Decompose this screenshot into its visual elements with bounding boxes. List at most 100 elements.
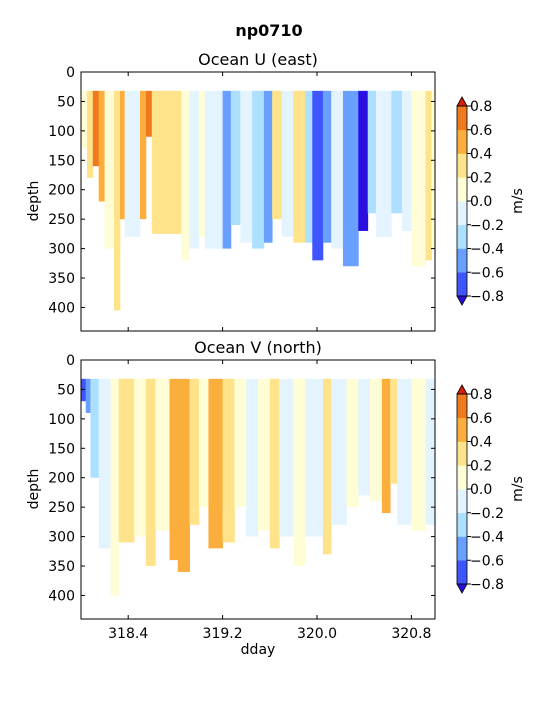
plot-area: 0 50 100 150 200 250 300 350 400 318.4 319.2 320.0 3… bbox=[48, 353, 436, 642]
y-tick-label: 50 bbox=[57, 94, 75, 110]
colorbar-tick-label: 0.4 bbox=[470, 435, 492, 451]
data-column bbox=[305, 90, 313, 243]
data-column bbox=[381, 378, 391, 514]
colorbar-tick-label: −0.2 bbox=[470, 218, 504, 234]
data-column bbox=[269, 378, 280, 549]
data-column bbox=[376, 90, 392, 237]
colorbar-tick-label: 0.6 bbox=[470, 411, 492, 427]
x-tick-label: 319.2 bbox=[203, 626, 243, 642]
data-column bbox=[411, 90, 426, 267]
y-tick-label: 300 bbox=[48, 530, 75, 546]
data-column bbox=[293, 378, 306, 567]
colorbar-tick-label: −0.2 bbox=[470, 506, 504, 522]
data-column bbox=[134, 378, 147, 537]
y-tick-label: 150 bbox=[48, 153, 75, 169]
data-column bbox=[431, 90, 436, 249]
colorbar-tick-label: 0.2 bbox=[470, 170, 492, 186]
colorbar-tick-label: 0.4 bbox=[470, 147, 492, 163]
y-axis-label: depth bbox=[26, 181, 42, 222]
data-column bbox=[222, 90, 232, 249]
data-column bbox=[90, 378, 100, 478]
data-column bbox=[240, 90, 253, 243]
plot-area: 0 50 100 150 200 250 300 350 400 bbox=[48, 65, 436, 332]
colorbar-segment bbox=[457, 272, 467, 297]
panel-ocean-v: Ocean V (north) depth 0 50 100 150 200 250 300… bbox=[26, 338, 526, 658]
colorbar-label: m/s bbox=[510, 476, 526, 502]
y-tick-label: 50 bbox=[57, 382, 75, 398]
colorbar-tick-label: 0.0 bbox=[470, 194, 492, 210]
colorbar: −0.8 −0.6 −0.4 −0.2 0.0 0.2 0.4 0.6 0.8 bbox=[456, 384, 504, 594]
data-column bbox=[199, 90, 206, 237]
colorbar-tick-label: −0.4 bbox=[470, 242, 504, 258]
data-column bbox=[81, 90, 88, 149]
data-column bbox=[222, 378, 235, 543]
colorbar-segment bbox=[457, 560, 467, 585]
data-column bbox=[342, 90, 359, 267]
data-column bbox=[281, 90, 294, 237]
x-tick-label: 320.0 bbox=[297, 626, 337, 642]
data-column bbox=[86, 90, 94, 178]
data-column bbox=[390, 378, 398, 484]
y-tick-label: 400 bbox=[48, 300, 75, 316]
data-column bbox=[189, 90, 200, 249]
colorbar-segment bbox=[457, 248, 467, 273]
colorbar-extend-low bbox=[456, 583, 468, 594]
colorbar-tick-label: 0.0 bbox=[470, 482, 492, 498]
data-column bbox=[98, 378, 111, 549]
y-tick-label: 400 bbox=[48, 588, 75, 604]
data-column bbox=[272, 90, 282, 220]
colorbar-segment bbox=[457, 489, 467, 514]
colorbar-segment bbox=[457, 536, 467, 561]
colorbar-segment bbox=[457, 106, 467, 131]
colorbar-segment bbox=[457, 153, 467, 178]
data-column bbox=[279, 378, 294, 537]
data-column bbox=[204, 90, 223, 249]
axes-frame bbox=[80, 359, 436, 620]
data-column bbox=[305, 378, 324, 537]
data-column bbox=[119, 90, 126, 220]
data-column bbox=[293, 90, 306, 243]
data-column bbox=[331, 90, 344, 249]
data-column bbox=[322, 90, 332, 243]
data-column bbox=[110, 378, 120, 596]
colorbar-segment bbox=[457, 201, 467, 226]
y-axis-label: depth bbox=[26, 469, 42, 510]
colorbar-tick-label: −0.8 bbox=[470, 577, 504, 593]
data-column bbox=[230, 90, 241, 226]
data-column bbox=[151, 90, 182, 234]
data-column bbox=[92, 90, 100, 167]
colorbar-segment bbox=[457, 394, 467, 419]
colorbar-extend-high bbox=[456, 96, 468, 107]
data-column bbox=[425, 90, 432, 261]
data-column bbox=[331, 378, 347, 525]
data-column bbox=[145, 378, 156, 567]
y-tick-label: 300 bbox=[48, 242, 75, 258]
data-column bbox=[208, 378, 223, 549]
y-tick-label: 200 bbox=[48, 183, 75, 199]
panel-title: Ocean U (east) bbox=[198, 50, 318, 69]
data-column bbox=[177, 378, 190, 572]
data-column bbox=[358, 90, 369, 231]
y-tick-label: 0 bbox=[66, 65, 75, 81]
x-axis-label: dday bbox=[241, 642, 276, 658]
data-column bbox=[81, 378, 87, 402]
y-tick-label: 150 bbox=[48, 441, 75, 457]
colorbar-tick-label: −0.6 bbox=[470, 265, 504, 281]
data-column bbox=[246, 378, 259, 537]
colorbar-tick-label: 0.8 bbox=[470, 387, 492, 403]
data-column bbox=[234, 378, 247, 508]
data-column bbox=[358, 378, 371, 496]
data-column bbox=[263, 90, 273, 243]
data-column bbox=[199, 378, 209, 508]
figure-suptitle: np0710 bbox=[235, 21, 302, 40]
data-column bbox=[401, 90, 412, 231]
data-column bbox=[114, 90, 121, 311]
colorbar-segment bbox=[457, 512, 467, 537]
data-column bbox=[367, 90, 377, 214]
y-tick-label: 100 bbox=[48, 412, 75, 428]
colorbar-tick-label: −0.4 bbox=[470, 530, 504, 546]
colorbar-segment bbox=[457, 465, 467, 490]
x-tick-label: 320.8 bbox=[391, 626, 431, 642]
data-column bbox=[181, 90, 190, 261]
